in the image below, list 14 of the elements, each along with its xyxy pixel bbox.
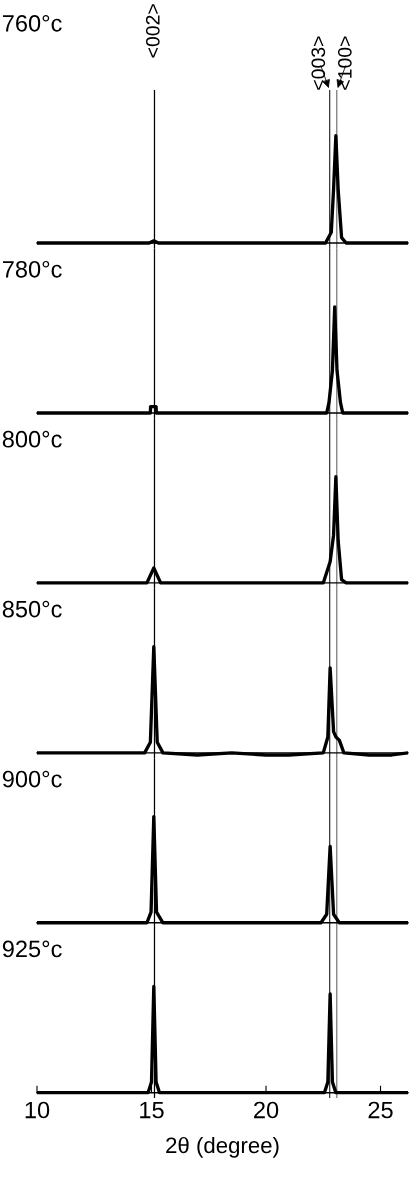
chart-title: 760°c [2, 14, 62, 32]
chart-title: 850°c [2, 600, 62, 618]
chart-title: 900°c [2, 770, 62, 788]
text: <100> [337, 36, 352, 90]
text: <003> [311, 36, 326, 90]
chart-title: 925°c [2, 940, 62, 958]
x-tick-label: 15 [140, 1101, 164, 1119]
x-tick-label: 10 [25, 1101, 50, 1119]
x-tick-label: 20 [254, 1101, 279, 1119]
text: <002> [145, 4, 160, 58]
chart-title: 780°c [2, 260, 62, 278]
x-tick-label: 25 [368, 1101, 393, 1119]
x-axis-title: 2θ (degree) [166, 1136, 279, 1158]
chart-title: 800°c [2, 430, 62, 448]
